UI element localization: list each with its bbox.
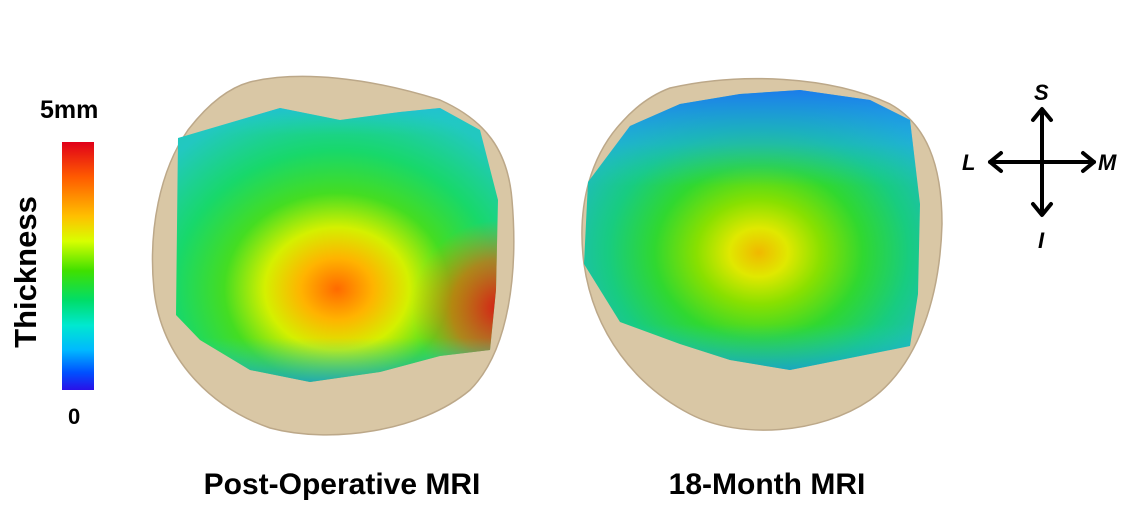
colorbar-title: Thickness [8, 196, 43, 348]
arrowhead-lateral [988, 151, 1003, 173]
compass-label-inferior: I [1038, 228, 1045, 253]
post-operative-caption: Post-Operative MRI [203, 468, 481, 501]
arrowhead-inferior [1031, 202, 1053, 217]
18-month-thickness-map [581, 77, 943, 431]
colorbar-max-label: 5mm [40, 96, 99, 124]
arrowhead-superior [1031, 107, 1053, 122]
thickness-colorbar [62, 142, 94, 390]
post-operative-thickness-map [151, 75, 515, 436]
orientation-compass-arrows [988, 107, 1096, 217]
colorbar-min-label: 0 [68, 404, 81, 429]
18-month-caption: 18-Month MRI [668, 468, 866, 501]
compass-label-superior: S [1034, 80, 1049, 105]
compass-label-medial: M [1098, 150, 1117, 175]
compass-label-lateral: L [962, 150, 976, 175]
arrowhead-medial [1081, 151, 1096, 173]
